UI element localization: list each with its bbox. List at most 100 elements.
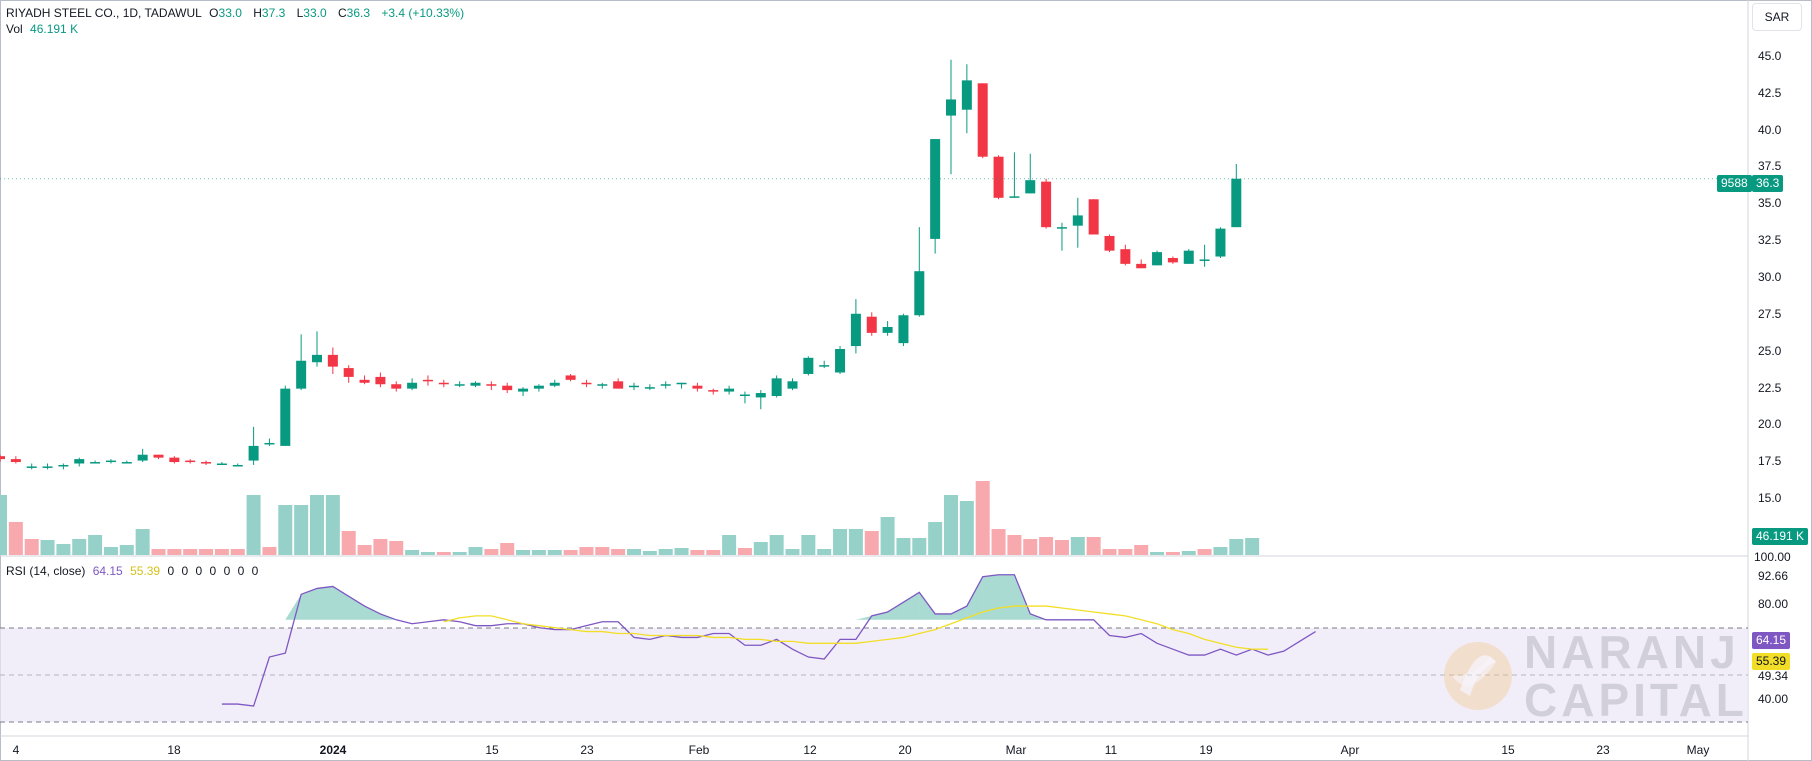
candle-body	[137, 454, 148, 461]
rsi-ma-tag: 55.39	[1752, 653, 1791, 670]
candle-body	[42, 466, 53, 468]
symbol-title[interactable]: RIYADH STEEL CO., 1D, TADAWUL	[6, 6, 202, 20]
volume-bar	[1054, 540, 1069, 555]
high-label: H	[253, 6, 262, 20]
volume-series	[0, 481, 1260, 555]
candle-body	[1009, 196, 1020, 198]
time-tick: 20	[898, 743, 912, 757]
candle-body	[280, 388, 291, 446]
volume-bar	[436, 552, 451, 555]
rsi-overbought-fill	[935, 613, 951, 620]
candle-body	[26, 466, 37, 468]
volume-bar	[0, 495, 7, 555]
price-tick: 17.5	[1758, 454, 1782, 468]
time-tick: 19	[1199, 743, 1213, 757]
candle-body	[708, 390, 719, 392]
rsi-overbought-fill	[855, 615, 872, 620]
candle-body	[470, 382, 481, 386]
candle-body	[1088, 199, 1099, 235]
volume-bar	[1118, 549, 1133, 555]
candle-body	[565, 375, 576, 380]
rsi-overbought-fill	[348, 596, 365, 620]
candle-body	[692, 385, 703, 389]
rsi-overbought-fill	[364, 606, 381, 620]
candle-body	[803, 357, 814, 374]
volume-bar	[690, 550, 705, 555]
time-tick: 15	[485, 743, 499, 757]
candle-body	[724, 388, 735, 392]
rsi-tick: 92.66	[1758, 569, 1788, 583]
volume-bar	[24, 539, 39, 555]
candle-body	[581, 382, 592, 385]
candle-body	[549, 382, 560, 386]
volume-bar	[119, 545, 134, 555]
volume-bar	[563, 550, 578, 555]
volume-bar	[1150, 552, 1165, 555]
rsi-overbought-fill	[332, 586, 349, 620]
time-tick: May	[1687, 743, 1710, 757]
volume-bar	[294, 505, 309, 555]
volume-bar	[1197, 549, 1212, 555]
volume-bar	[658, 549, 673, 555]
rsi-zero-6: 0	[251, 564, 259, 578]
volume-bar	[325, 495, 340, 555]
volume-bar	[991, 529, 1006, 555]
volume-bar	[278, 505, 293, 555]
rsi-axis[interactable]: 100.00 92.66 80.00 49.34 40.00	[1754, 550, 1791, 706]
rsi-overbought-fill	[998, 574, 1015, 620]
candle-body	[1167, 257, 1178, 263]
countdown-tag: 9588	[1717, 175, 1752, 192]
volume-bar	[468, 547, 483, 555]
candle-body	[1120, 249, 1131, 264]
rsi-tick: 40.00	[1758, 692, 1788, 706]
rsi-overbought-fill	[982, 574, 999, 620]
volume-bar	[706, 550, 721, 555]
volume-bar	[611, 549, 626, 555]
watermark-line2: CAPITAL	[1524, 674, 1748, 726]
volume-bar	[103, 547, 118, 555]
candle-body	[1056, 227, 1067, 229]
candle-body	[882, 326, 893, 333]
price-tick: 45.0	[1758, 49, 1782, 63]
rsi-value-tag: 64.15	[1752, 632, 1791, 649]
time-tick: 15	[1501, 743, 1515, 757]
candle-body	[771, 378, 782, 396]
rsi-zero-0: 0	[167, 564, 175, 578]
volume-bar	[785, 549, 800, 555]
candle-body	[502, 385, 513, 391]
last-price-tag: 36.3	[1752, 175, 1784, 192]
rsi-overbought-fill	[285, 594, 302, 620]
volume-bar	[674, 548, 689, 555]
volume-bar	[1134, 545, 1149, 555]
candle-body	[407, 382, 418, 389]
rsi-ma-line	[443, 605, 1268, 650]
rsi-label[interactable]: RSI (14, close)	[6, 564, 86, 578]
volume-bar	[896, 538, 911, 555]
volume-bar	[1245, 538, 1260, 555]
volume-label: Vol	[6, 22, 23, 36]
volume-bar	[183, 549, 198, 555]
price-axis[interactable]: 45.0 42.5 40.0 37.5 35.0 32.5 30.0 27.5 …	[1758, 49, 1782, 505]
volume-bar	[135, 529, 150, 555]
candle-body	[105, 460, 116, 463]
candle-body	[1041, 181, 1052, 228]
volume-bar	[484, 549, 499, 555]
volume-tag: 46.191 K	[1752, 528, 1809, 545]
volume-bar	[72, 539, 87, 555]
candle-body	[819, 365, 830, 367]
volume-bar	[944, 495, 958, 555]
time-axis[interactable]: 4 18 2024 15 23 Feb 12 20 Mar 11 19 Apr …	[13, 743, 1710, 757]
currency-button[interactable]: SAR	[1752, 3, 1802, 31]
volume-bar	[722, 535, 737, 555]
candle-body	[169, 457, 180, 463]
rsi-line	[221, 574, 1316, 707]
candle-body	[58, 464, 69, 467]
rsi-zero-4: 0	[223, 564, 231, 578]
close-label: C	[337, 6, 347, 20]
candle-body	[264, 442, 275, 445]
candle-body	[422, 379, 433, 382]
candle-body	[629, 385, 639, 388]
naranj-logo: NARANJ CAPITAL	[1444, 626, 1748, 726]
volume-bar	[753, 542, 768, 555]
